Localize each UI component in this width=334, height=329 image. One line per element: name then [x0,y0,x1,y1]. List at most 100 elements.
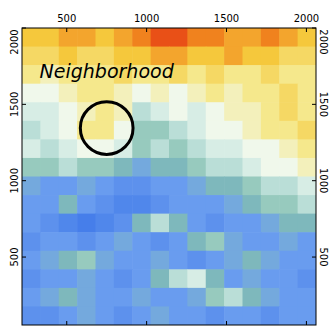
cell [151,232,170,251]
y-tick [22,28,26,29]
y-tick-label: 2000 [9,29,20,54]
cell [77,306,96,325]
cell [114,158,133,177]
cell [40,214,59,233]
cell [243,158,262,177]
cell [169,251,188,270]
x-tick [226,28,227,32]
cell [298,232,316,251]
plot-area [22,28,316,325]
cell [132,84,151,103]
cell [206,28,225,47]
x-tick-label: 1500 [214,13,239,24]
y-tick [22,104,26,105]
cell [243,28,262,47]
cell [114,28,133,47]
cell [298,158,316,177]
cell [22,177,41,196]
cell [40,139,59,158]
cell [114,232,133,251]
cell [22,251,41,270]
cell [261,158,280,177]
cell [261,139,280,158]
cell [132,251,151,270]
cell [59,158,78,177]
cell [96,121,115,140]
cell [77,269,96,288]
y-tick-label: 1500 [318,92,329,117]
cell [169,84,188,103]
cell [22,102,41,121]
cell [279,28,298,47]
cell [96,269,115,288]
x-tick-label: 1000 [134,13,159,24]
cell [206,84,225,103]
cell [187,288,206,307]
cell [261,28,280,47]
cell [187,102,206,121]
cell [169,214,188,233]
cell [261,121,280,140]
cell [132,232,151,251]
cell [169,102,188,121]
cell [206,102,225,121]
cell [298,251,316,270]
cell [206,121,225,140]
cell [169,139,188,158]
cell [151,177,170,196]
cell [243,232,262,251]
cell [59,84,78,103]
cell [187,28,206,47]
cell [96,84,115,103]
cell [224,65,243,84]
cell [206,195,225,214]
cell [77,195,96,214]
cell [206,139,225,158]
cell [206,65,225,84]
chart: 5001000150020005005001000100015001500200… [0,0,334,329]
cell [243,177,262,196]
cell [77,214,96,233]
cell [77,288,96,307]
cell [77,28,96,47]
cell [22,158,41,177]
cell [77,177,96,196]
cell [206,251,225,270]
y-tick-label: 500 [318,248,329,267]
cell [224,232,243,251]
cell [261,214,280,233]
cell [77,232,96,251]
cell [224,158,243,177]
cell [243,65,262,84]
cell [96,306,115,325]
cell [224,306,243,325]
cell [40,84,59,103]
cell [279,214,298,233]
cell [151,139,170,158]
cell [187,121,206,140]
cell [40,158,59,177]
cell [132,288,151,307]
cell [169,195,188,214]
x-tick [66,28,67,32]
cell [96,232,115,251]
cell [224,288,243,307]
cell [59,102,78,121]
cell [279,288,298,307]
y-tick [22,180,26,181]
cell [59,121,78,140]
cell [279,232,298,251]
cell [40,121,59,140]
cell [298,177,316,196]
cell [224,177,243,196]
y-tick-label: 500 [9,248,20,267]
cell [261,84,280,103]
cell [261,269,280,288]
y-tick [312,257,316,258]
x-tick-label: 2000 [294,13,319,24]
y-tick-label: 2000 [318,29,329,54]
x-tick [306,28,307,32]
cell [224,214,243,233]
cell [279,84,298,103]
cell [224,47,243,66]
